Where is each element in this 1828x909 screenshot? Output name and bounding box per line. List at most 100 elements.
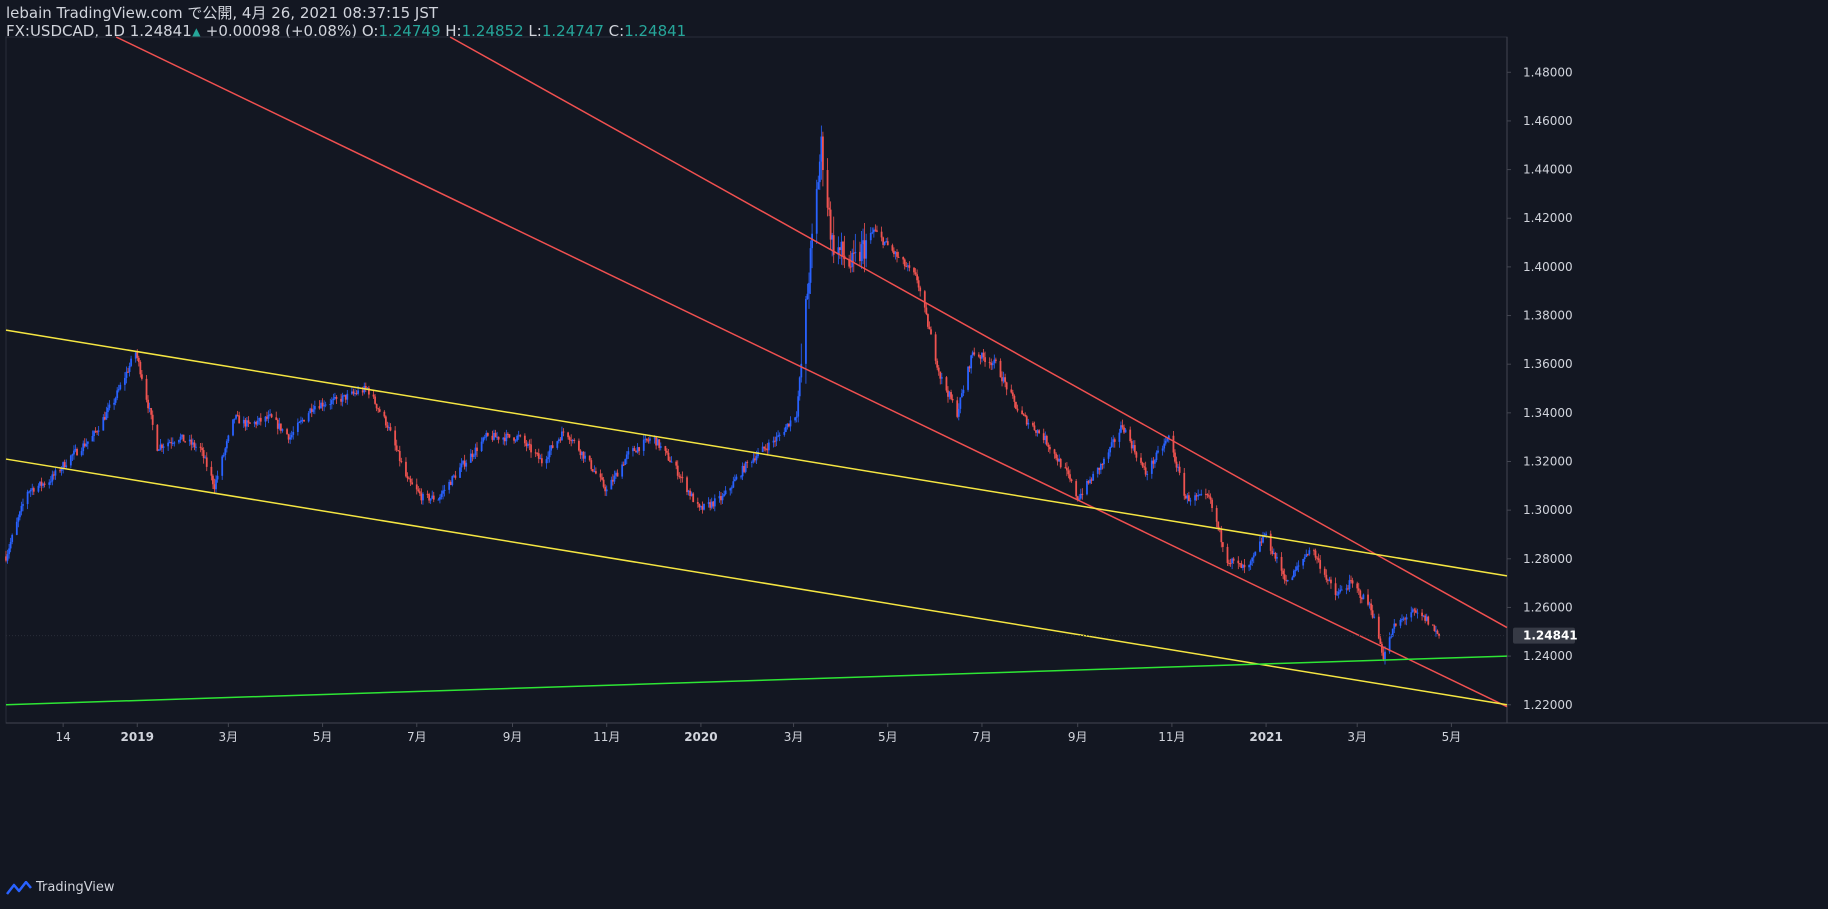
candle-body <box>449 481 452 485</box>
candle-body <box>703 503 705 510</box>
candle-body <box>266 416 268 419</box>
symbol-label[interactable]: FX:USDCAD, 1D <box>6 22 125 40</box>
candle-body <box>1049 446 1051 450</box>
candle-body <box>1313 550 1315 552</box>
candle-body <box>1226 546 1229 564</box>
candle-body <box>383 411 386 417</box>
x-tick-label: 11月 <box>593 730 620 744</box>
candle-body <box>460 463 463 468</box>
candle-body <box>686 477 688 493</box>
candle-body <box>1316 557 1318 559</box>
candle-body <box>130 358 132 366</box>
candle-body <box>275 417 278 420</box>
candle-body <box>408 478 410 480</box>
candle-body <box>422 493 424 501</box>
candle-body <box>296 422 299 432</box>
candle-body <box>96 431 99 433</box>
candle-body <box>1021 410 1024 415</box>
candle-body <box>281 429 284 431</box>
candle-body <box>1414 610 1417 613</box>
candle-body <box>1215 508 1218 522</box>
candle-body <box>649 438 651 441</box>
candle-body <box>993 359 996 364</box>
candle-body <box>394 430 397 446</box>
candle-body <box>1086 481 1088 495</box>
candle-body <box>377 408 380 410</box>
x-tick-label: 9月 <box>1068 730 1088 744</box>
candle-body <box>642 439 645 451</box>
candle-body <box>417 489 420 492</box>
candle-body <box>1067 470 1070 475</box>
candle-body <box>1334 583 1337 595</box>
candle-body <box>59 470 61 472</box>
candle-body <box>150 408 153 415</box>
candle-body <box>959 397 962 409</box>
candle-body <box>797 396 800 417</box>
candle-body <box>698 503 701 508</box>
candle-body <box>1260 541 1263 543</box>
candle-body <box>1308 550 1311 555</box>
candle-body <box>62 462 65 469</box>
candle-body <box>1319 560 1322 569</box>
candle-body <box>191 442 194 445</box>
candle-body <box>1208 495 1210 497</box>
candle-body <box>690 493 693 496</box>
y-tick-label: 1.42000 <box>1523 211 1573 225</box>
candle-body <box>1348 580 1351 590</box>
candle-body <box>692 493 695 502</box>
candle-body <box>137 357 140 362</box>
candle-body <box>1167 435 1170 439</box>
candle-body <box>561 431 563 441</box>
candle-body <box>1047 444 1050 447</box>
candle-body <box>247 420 250 423</box>
candle-body <box>696 501 699 504</box>
candle-body <box>795 416 798 418</box>
candle-body <box>502 437 505 440</box>
candle-body <box>1381 643 1383 653</box>
candle-body <box>1336 594 1339 596</box>
candle-body <box>1044 435 1047 441</box>
candle-body <box>624 459 627 465</box>
candle-body <box>1221 542 1224 547</box>
candle-body <box>1035 430 1037 433</box>
candle-body <box>981 352 983 359</box>
candle-body <box>947 390 949 397</box>
candle-body <box>357 390 359 394</box>
candle-body <box>545 459 548 464</box>
candle-body <box>145 378 148 400</box>
candle-body <box>567 432 570 438</box>
candle-body <box>1004 377 1007 383</box>
candle-body <box>335 396 338 399</box>
candle-body <box>635 451 637 453</box>
candle-body <box>1096 467 1099 474</box>
candle-body <box>669 460 671 462</box>
candle-body <box>300 420 302 422</box>
candle-body <box>539 458 542 460</box>
candle-body <box>1186 495 1189 499</box>
candle-body <box>893 250 895 255</box>
candle-body <box>1157 450 1159 453</box>
candle-body <box>1129 429 1132 442</box>
candle-body <box>1174 452 1176 462</box>
candle-body <box>659 446 662 448</box>
candle-body <box>591 469 594 472</box>
candle-body <box>372 394 375 397</box>
candle-body <box>1027 422 1030 425</box>
candle-body <box>139 361 142 375</box>
y-tick-label: 1.30000 <box>1523 503 1573 517</box>
candle-body <box>832 235 835 255</box>
candle-body <box>298 421 301 423</box>
candle-body <box>1242 564 1244 569</box>
candle-body <box>516 435 519 441</box>
candle-body <box>743 465 746 472</box>
price-change: +0.00098 (+0.08%) <box>205 22 358 40</box>
candle-body <box>397 450 400 452</box>
candle-body <box>723 494 725 497</box>
close-value: 1.24841 <box>624 22 687 40</box>
footer-brand[interactable]: TradingView <box>6 880 115 895</box>
candle-body <box>366 387 369 389</box>
candle-body <box>485 433 488 438</box>
candle-body <box>18 511 21 518</box>
candle-body <box>656 439 659 446</box>
